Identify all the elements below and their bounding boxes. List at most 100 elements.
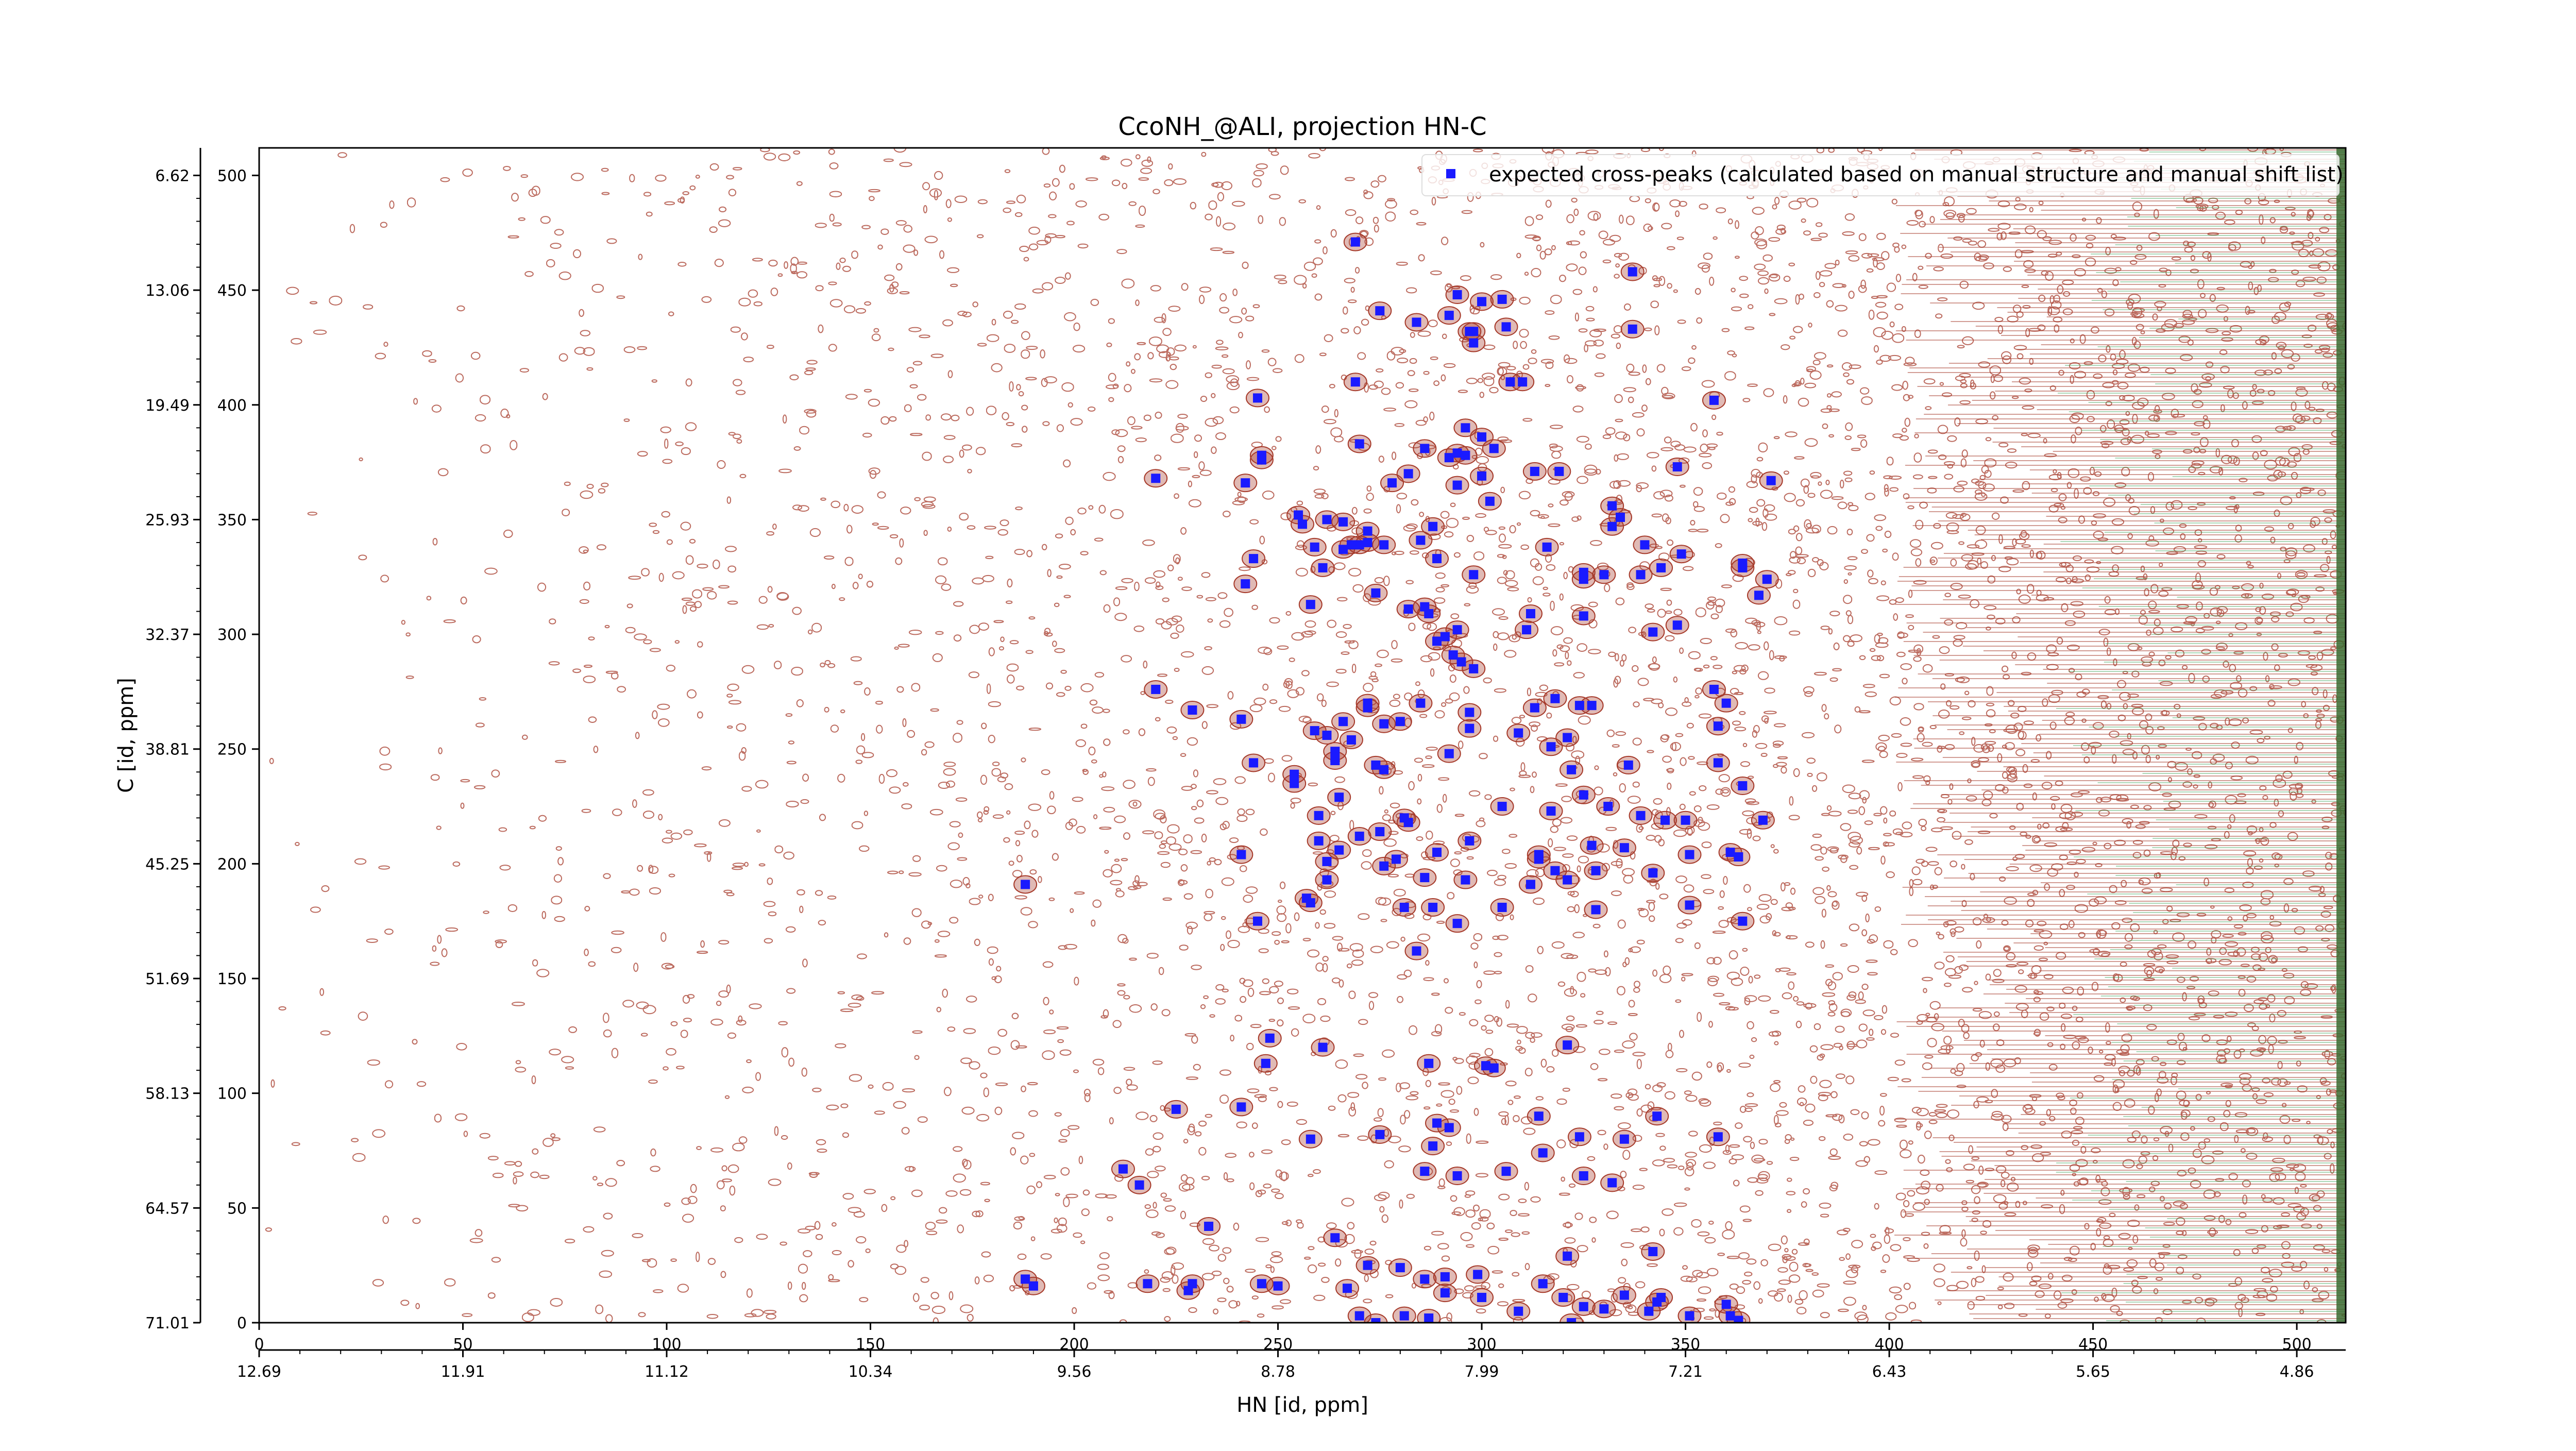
peak-marker (1461, 423, 1470, 433)
peak-marker (1514, 728, 1523, 738)
peak-marker (1440, 1288, 1450, 1298)
peak-marker (1252, 916, 1262, 926)
peak-marker (1420, 444, 1430, 453)
peak-marker (1587, 840, 1597, 850)
peak-marker (1563, 1251, 1572, 1261)
peak-marker (1343, 1284, 1352, 1293)
y-axis-label: C [id, ppm] (114, 678, 138, 793)
peak-marker (1477, 297, 1487, 307)
y-tick-label: 50 (227, 1200, 247, 1218)
peak-marker (1725, 848, 1735, 857)
peak-marker (1550, 694, 1560, 703)
x-ppm-tick-label: 6.43 (1872, 1363, 1907, 1381)
edge-stripe-contours (1894, 149, 2346, 1319)
peak-marker (1473, 1270, 1483, 1279)
peak-marker (1322, 515, 1332, 525)
peak-marker (1265, 1033, 1275, 1043)
peak-marker (1623, 760, 1633, 770)
peak-marker (1416, 698, 1426, 708)
peak-marker (1334, 792, 1344, 802)
peak-marker (1183, 1286, 1193, 1295)
peak-marker (1354, 439, 1364, 449)
peak-marker (1420, 1274, 1430, 1284)
x-ppm-tick-label: 11.12 (645, 1363, 689, 1381)
peak-marker (1648, 627, 1658, 637)
y-ppm-tick-label: 32.37 (145, 626, 190, 644)
peak-marker (1709, 684, 1719, 694)
peak-marker (1538, 1148, 1548, 1158)
peak-marker (1330, 755, 1340, 765)
peak-marker (1672, 462, 1682, 471)
peak-marker (1346, 735, 1356, 745)
peak-marker (1713, 721, 1723, 731)
peak-marker (1721, 1300, 1731, 1309)
peak-marker (1681, 815, 1690, 825)
peak-marker (1350, 237, 1360, 247)
peak-marker (1354, 831, 1364, 841)
peak-marker (1379, 540, 1389, 550)
peak-marker (1656, 563, 1666, 572)
peak-marker (1290, 779, 1299, 788)
peak-marker (1758, 815, 1768, 825)
peak-marker (1363, 1260, 1372, 1270)
peak-marker (1257, 1279, 1266, 1289)
peak-marker (1143, 1279, 1153, 1289)
x-ppm-tick-label: 7.21 (1668, 1363, 1703, 1381)
peak-marker (1298, 519, 1307, 529)
peak-marker (1420, 873, 1430, 883)
legend-label: expected cross-peaks (calculated based o… (1489, 163, 2344, 187)
peak-marker (1501, 1167, 1511, 1176)
peak-marker (1489, 1063, 1499, 1073)
peak-marker (1709, 395, 1719, 405)
peak-marker (1567, 765, 1577, 774)
peak-marker (1563, 875, 1572, 885)
peak-marker (1428, 902, 1438, 912)
peak-marker-layer (1013, 232, 1783, 1323)
peak-marker (1432, 848, 1442, 857)
peak-marker (1469, 664, 1479, 673)
peak-marker (1477, 1293, 1487, 1303)
peak-marker (1363, 526, 1372, 536)
x-ppm-tick-label: 10.34 (849, 1363, 893, 1381)
y-ppm-tick-label: 45.25 (145, 855, 190, 873)
peak-marker (1241, 579, 1250, 589)
y-tick-label: 400 (217, 397, 247, 415)
edge-dense-contours (2336, 148, 2346, 1323)
peak-marker (1579, 1171, 1588, 1180)
peak-marker (1252, 393, 1262, 403)
peak-marker (1501, 322, 1511, 332)
legend-marker (1446, 169, 1455, 178)
peak-marker (1188, 705, 1197, 715)
y-tick-label: 200 (217, 855, 247, 873)
peak-marker (1322, 875, 1332, 885)
y-tick-label: 0 (237, 1314, 247, 1332)
peak-marker (1420, 1167, 1430, 1176)
peak-marker (1416, 535, 1426, 545)
peak-marker (1546, 742, 1556, 752)
peak-marker (1636, 811, 1646, 820)
peak-marker (1440, 1272, 1450, 1281)
peak-marker (1497, 802, 1507, 812)
peak-marker (1477, 471, 1487, 481)
peak-marker (1151, 684, 1161, 694)
peak-marker (1338, 517, 1348, 527)
peak-marker (1591, 866, 1601, 875)
peak-marker (1579, 611, 1588, 621)
peak-marker (1465, 836, 1475, 846)
x-ppm-tick-label: 7.99 (1465, 1363, 1499, 1381)
peak-marker (1676, 549, 1686, 559)
peak-marker (1628, 267, 1637, 277)
peak-marker (1391, 854, 1401, 864)
peak-marker (1363, 703, 1372, 713)
peak-marker (1652, 1111, 1662, 1121)
x-ppm-tick-label: 9.56 (1057, 1363, 1092, 1381)
peak-marker (1648, 1246, 1658, 1256)
peak-marker (1456, 657, 1466, 667)
y-ppm-tick-label: 6.62 (155, 167, 190, 185)
peak-marker (1432, 1118, 1442, 1128)
peak-marker (1465, 723, 1475, 733)
x-ppm-tick-label: 4.86 (2280, 1363, 2314, 1381)
peak-marker (1465, 707, 1475, 717)
peak-marker (1322, 731, 1332, 740)
